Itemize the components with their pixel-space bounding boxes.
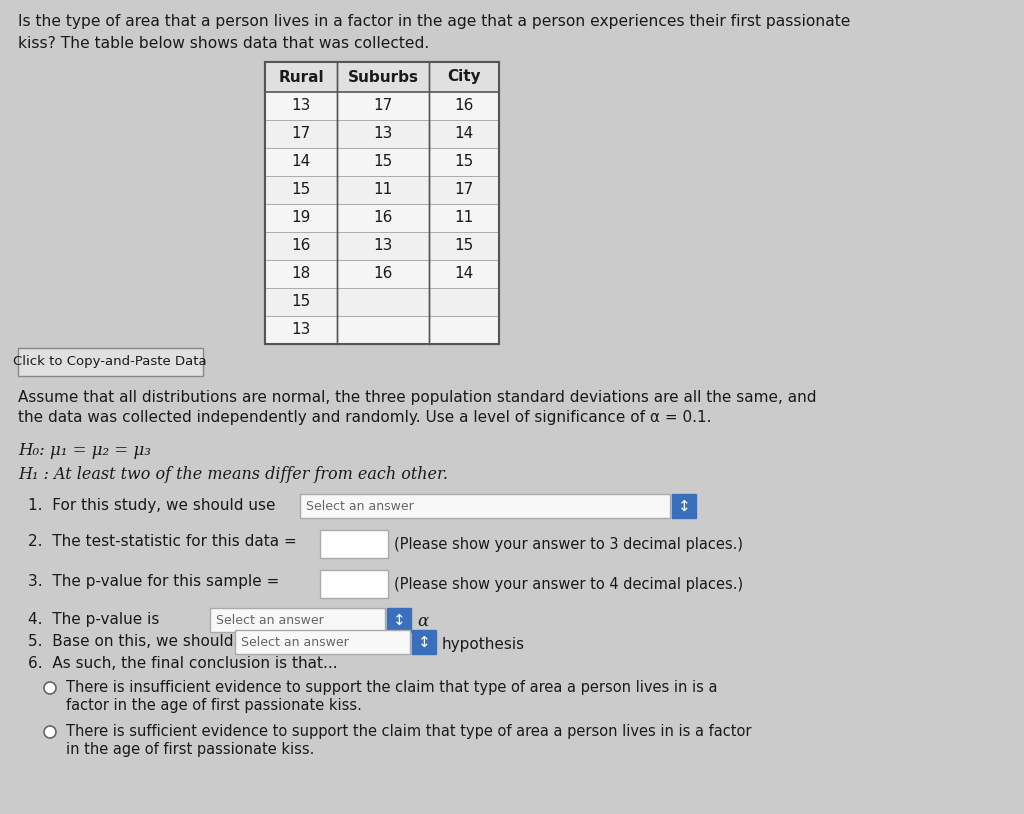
- Text: 16: 16: [374, 211, 392, 225]
- Text: the data was collected independently and randomly. Use a level of significance o: the data was collected independently and…: [18, 410, 712, 425]
- Bar: [18, 348, 203, 376]
- Text: 16: 16: [291, 239, 310, 253]
- Text: Assume that all distributions are normal, the three population standard deviatio: Assume that all distributions are normal…: [18, 390, 816, 405]
- Text: 11: 11: [374, 182, 392, 198]
- Text: in the age of first passionate kiss.: in the age of first passionate kiss.: [66, 742, 314, 757]
- Bar: [265, 62, 499, 344]
- Text: 15: 15: [292, 182, 310, 198]
- Bar: [265, 62, 499, 344]
- Text: Is the type of area that a person lives in a factor in the age that a person exp: Is the type of area that a person lives …: [18, 14, 850, 29]
- Circle shape: [44, 726, 56, 738]
- Text: Suburbs: Suburbs: [347, 69, 419, 85]
- Text: There is sufficient evidence to support the claim that type of area a person liv: There is sufficient evidence to support …: [66, 724, 752, 739]
- Text: There is insufficient evidence to support the claim that type of area a person l: There is insufficient evidence to suppor…: [66, 680, 718, 695]
- Text: ↕: ↕: [678, 498, 690, 514]
- Bar: [387, 608, 411, 632]
- Text: H₀: μ₁ = μ₂ = μ₃: H₀: μ₁ = μ₂ = μ₃: [18, 442, 151, 459]
- Bar: [265, 204, 499, 232]
- Text: City: City: [447, 69, 481, 85]
- Text: Select an answer: Select an answer: [216, 614, 324, 627]
- Text: 1.  For this study, we should use: 1. For this study, we should use: [28, 498, 275, 513]
- Text: 6.  As such, the final conclusion is that...: 6. As such, the final conclusion is that…: [28, 656, 338, 671]
- Text: 14: 14: [455, 126, 474, 142]
- Text: 18: 18: [292, 266, 310, 282]
- Bar: [265, 92, 499, 120]
- Text: 14: 14: [292, 155, 310, 169]
- Bar: [265, 176, 499, 204]
- Text: Click to Copy-and-Paste Data: Click to Copy-and-Paste Data: [13, 356, 207, 369]
- Bar: [319, 570, 388, 598]
- Text: kiss? The table below shows data that was collected.: kiss? The table below shows data that wa…: [18, 36, 429, 51]
- Bar: [265, 288, 499, 316]
- Text: 11: 11: [455, 211, 474, 225]
- Text: (Please show your answer to 4 decimal places.): (Please show your answer to 4 decimal pl…: [394, 576, 743, 592]
- Bar: [234, 630, 410, 654]
- Text: 15: 15: [455, 239, 474, 253]
- Text: 15: 15: [292, 295, 310, 309]
- Text: 15: 15: [455, 155, 474, 169]
- Text: 17: 17: [292, 126, 310, 142]
- Bar: [300, 494, 670, 518]
- Text: 17: 17: [374, 98, 392, 113]
- Text: 16: 16: [455, 98, 474, 113]
- Text: 13: 13: [374, 126, 392, 142]
- Bar: [265, 232, 499, 260]
- Text: 15: 15: [374, 155, 392, 169]
- Bar: [265, 316, 499, 344]
- Bar: [672, 494, 696, 518]
- Bar: [265, 148, 499, 176]
- Text: 2.  The test-statistic for this data =: 2. The test-statistic for this data =: [28, 534, 297, 549]
- Bar: [265, 120, 499, 148]
- Text: ↕: ↕: [392, 612, 406, 628]
- Bar: [412, 630, 436, 654]
- Text: factor in the age of first passionate kiss.: factor in the age of first passionate ki…: [66, 698, 361, 713]
- Text: 14: 14: [455, 266, 474, 282]
- Bar: [319, 530, 388, 558]
- Text: ↕: ↕: [418, 634, 430, 650]
- Text: Select an answer: Select an answer: [241, 636, 349, 649]
- Text: (Please show your answer to 3 decimal places.): (Please show your answer to 3 decimal pl…: [394, 536, 743, 552]
- Text: H₁ : At least two of the means differ from each other.: H₁ : At least two of the means differ fr…: [18, 466, 449, 483]
- Bar: [210, 608, 385, 632]
- Text: Select an answer: Select an answer: [306, 500, 414, 513]
- Text: hypothesis: hypothesis: [442, 637, 525, 651]
- Text: 17: 17: [455, 182, 474, 198]
- Bar: [265, 62, 499, 92]
- Text: 16: 16: [374, 266, 392, 282]
- Text: 19: 19: [291, 211, 310, 225]
- Text: 13: 13: [291, 322, 310, 338]
- Text: 3.  The p-value for this sample =: 3. The p-value for this sample =: [28, 574, 280, 589]
- Text: α: α: [417, 614, 428, 631]
- Text: 5.  Base on this, we should: 5. Base on this, we should: [28, 634, 233, 649]
- Text: 13: 13: [291, 98, 310, 113]
- Circle shape: [44, 682, 56, 694]
- Text: 13: 13: [374, 239, 392, 253]
- Text: Rural: Rural: [279, 69, 324, 85]
- Bar: [265, 260, 499, 288]
- Text: 4.  The p-value is: 4. The p-value is: [28, 612, 160, 627]
